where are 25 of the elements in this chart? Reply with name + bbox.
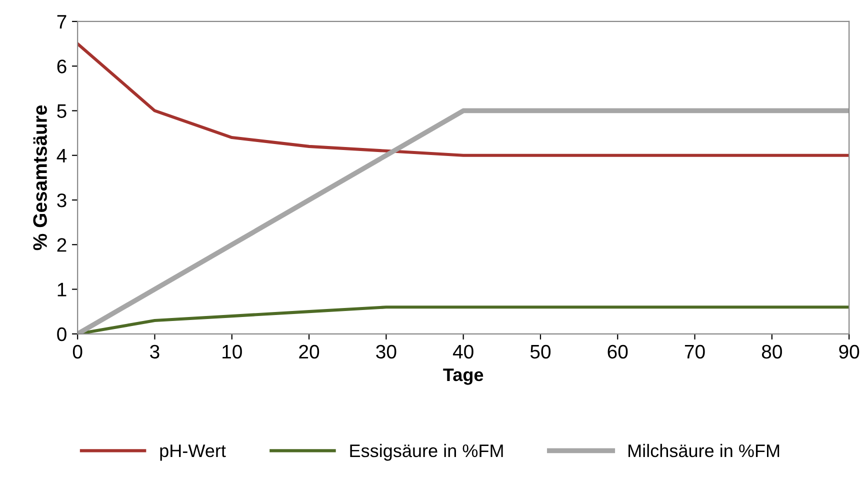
- y-tick-label: 7: [57, 15, 66, 29]
- x-tick-label: 3: [150, 344, 160, 359]
- x-tick-label: 60: [608, 344, 628, 359]
- x-tick-label: 70: [684, 344, 705, 359]
- y-tick-label: 1: [58, 282, 66, 296]
- y-tick-label: 5: [57, 104, 66, 118]
- x-tick-label: 10: [222, 344, 242, 359]
- x-tick-label: 50: [530, 344, 551, 359]
- y-tick-label: 2: [57, 238, 66, 252]
- y-tick-label: 0: [57, 327, 66, 342]
- x-tick-label: 30: [376, 344, 396, 359]
- y-axis-title: % Gesamtsäure: [33, 105, 47, 250]
- y-tick-label: 3: [57, 193, 66, 208]
- legend-label: Milchsäure in %FM: [628, 444, 780, 458]
- x-tick-label: 20: [299, 344, 320, 359]
- y-tick-label: 6: [57, 60, 66, 74]
- x-tick-label: 90: [839, 344, 860, 359]
- x-axis-title: Tage: [443, 368, 484, 385]
- legend-label: pH-Wert: [160, 444, 226, 461]
- line-series: [78, 42, 850, 157]
- legend-label: Essigsäure in %FM: [350, 444, 503, 461]
- x-tick-label: 0: [72, 344, 82, 359]
- x-tick-label: 80: [762, 344, 782, 359]
- y-tick-label: 4: [56, 149, 67, 162]
- x-tick-label: 40: [452, 344, 474, 359]
